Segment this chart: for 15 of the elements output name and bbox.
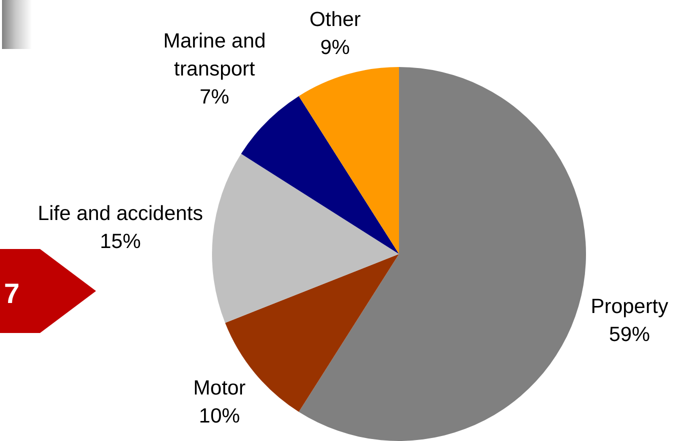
data-label: 10% bbox=[198, 404, 240, 428]
text: 7 bbox=[4, 278, 20, 309]
slice-label: Other bbox=[309, 8, 361, 32]
data-label: 9% bbox=[320, 36, 350, 60]
pie-slice bbox=[212, 154, 399, 323]
pie-slice bbox=[298, 67, 586, 441]
data-label: 7% bbox=[200, 86, 230, 109]
pie-slice bbox=[298, 67, 399, 254]
slice-label: Marine and transport bbox=[163, 30, 266, 81]
pie-slice bbox=[241, 96, 399, 254]
data-label: 15% bbox=[100, 230, 141, 253]
slice-label: Motor bbox=[193, 376, 246, 400]
slice-label: Life and accidents bbox=[38, 202, 203, 225]
data-label: 59% bbox=[608, 323, 650, 346]
slice-label: Property bbox=[590, 295, 669, 318]
